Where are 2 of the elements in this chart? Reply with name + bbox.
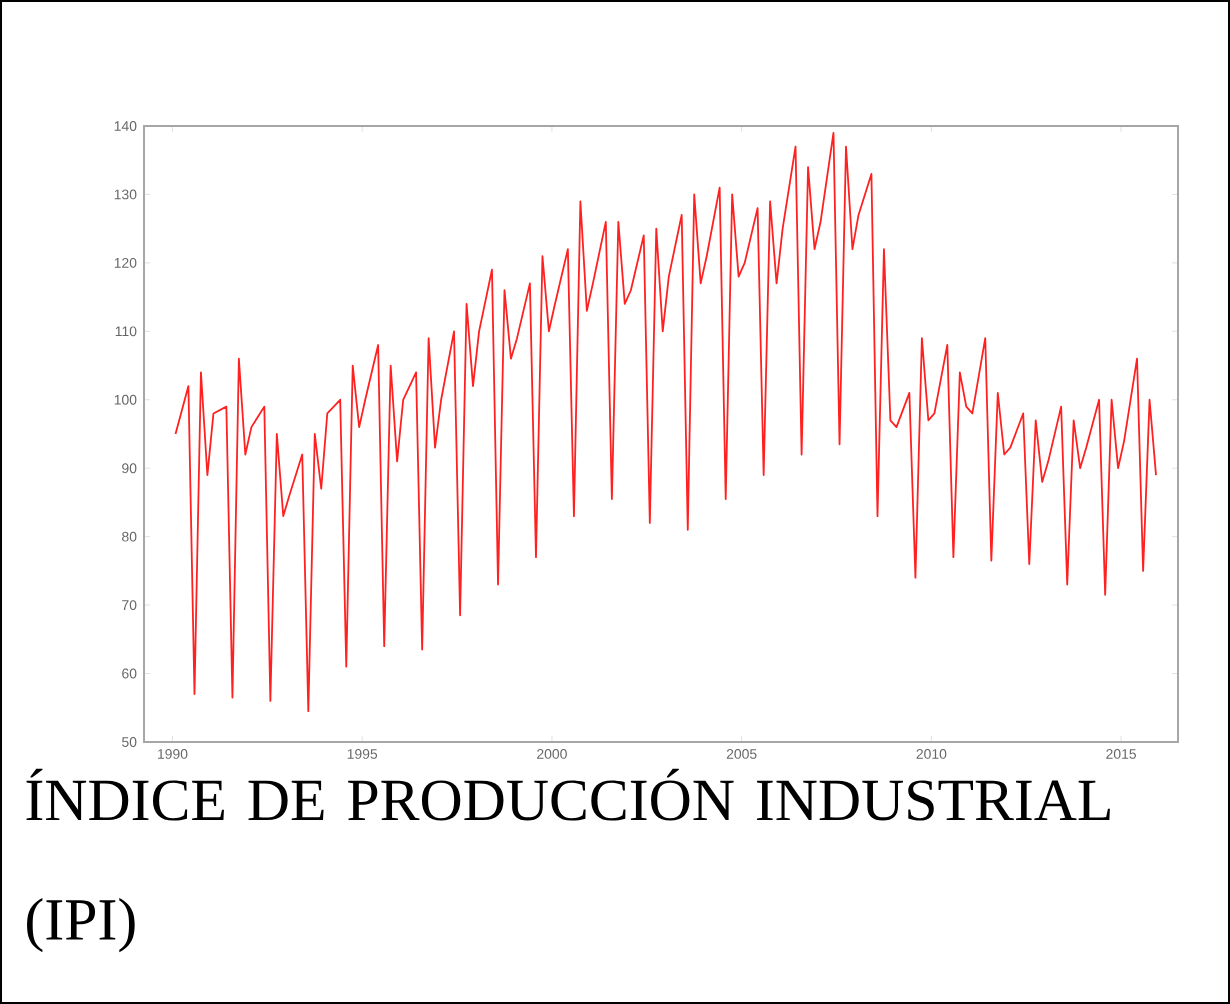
line-series	[174, 131, 1157, 713]
chart-title: ÍNDICE DE PRODUCCIÓN INDUSTRIAL (IPI)	[26, 768, 1110, 953]
